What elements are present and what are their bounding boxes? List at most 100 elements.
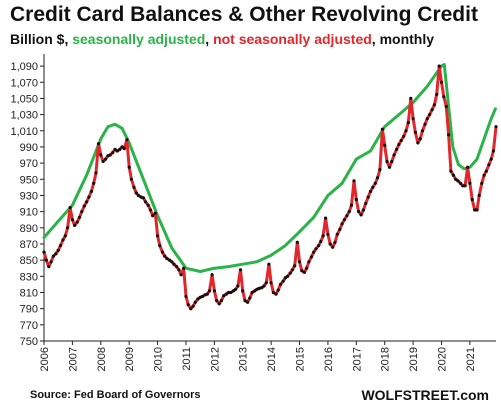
x-tick-label: 2018 (380, 347, 392, 371)
data-point-not-seasonally-adjusted (392, 153, 396, 157)
data-point-not-seasonally-adjusted (151, 214, 155, 218)
data-point-not-seasonally-adjusted (390, 159, 394, 164)
data-point-not-seasonally-adjusted (309, 255, 314, 259)
data-point-not-seasonally-adjusted (399, 138, 403, 143)
data-point-not-seasonally-adjusted (77, 215, 82, 219)
x-tick-label: 2011 (181, 347, 193, 371)
data-point-not-seasonally-adjusted (364, 201, 368, 206)
data-point-not-seasonally-adjusted (47, 265, 51, 269)
data-point-not-seasonally-adjusted (321, 234, 325, 238)
data-point-not-seasonally-adjusted (215, 299, 219, 303)
y-tick-label: 1,010 (10, 126, 38, 138)
data-point-not-seasonally-adjusted (104, 157, 108, 161)
data-point-not-seasonally-adjusted (127, 165, 131, 169)
data-point-not-seasonally-adjusted (402, 134, 406, 138)
data-point-not-seasonally-adjusted (136, 193, 141, 198)
data-point-not-seasonally-adjusted (489, 157, 493, 161)
data-point-not-seasonally-adjusted (134, 191, 138, 195)
data-point-not-seasonally-adjusted (447, 133, 451, 137)
data-point-not-seasonally-adjusted (349, 203, 354, 207)
brand-watermark: WOLFSTREET.com (361, 387, 489, 403)
data-point-not-seasonally-adjusted (352, 179, 356, 183)
data-point-not-seasonally-adjusted (295, 240, 299, 244)
data-point-not-seasonally-adjusted (61, 238, 65, 242)
data-point-not-seasonally-adjusted (366, 195, 370, 199)
data-point-not-seasonally-adjusted (122, 147, 126, 151)
data-point-not-seasonally-adjusted (347, 210, 351, 214)
data-point-not-seasonally-adjusted (148, 208, 153, 212)
data-point-not-seasonally-adjusted (380, 127, 384, 131)
data-point-not-seasonally-adjusted (160, 250, 164, 254)
data-point-not-seasonally-adjusted (158, 244, 162, 248)
data-point-not-seasonally-adjusted (271, 290, 275, 295)
data-point-not-seasonally-adjusted (101, 159, 105, 164)
data-point-not-seasonally-adjusted (89, 189, 93, 193)
data-point-not-seasonally-adjusted (66, 226, 70, 230)
data-point-not-seasonally-adjusted (125, 138, 129, 142)
data-point-not-seasonally-adjusted (371, 185, 375, 189)
data-point-not-seasonally-adjusted (491, 149, 495, 153)
data-point-not-seasonally-adjusted (144, 200, 148, 204)
data-point-not-seasonally-adjusted (96, 142, 101, 146)
data-point-not-seasonally-adjusted (361, 208, 365, 212)
data-point-not-seasonally-adjusted (257, 286, 261, 290)
data-point-not-seasonally-adjusted (184, 294, 188, 299)
data-point-not-seasonally-adjusted (99, 153, 103, 157)
data-point-not-seasonally-adjusted (420, 129, 425, 133)
data-point-not-seasonally-adjusted (312, 250, 316, 254)
data-point-not-seasonally-adjusted (324, 216, 328, 220)
data-point-not-seasonally-adjusted (267, 262, 271, 266)
data-point-not-seasonally-adjusted (207, 289, 212, 293)
data-point-not-seasonally-adjusted (118, 147, 122, 151)
data-point-not-seasonally-adjusted (406, 121, 410, 125)
data-point-not-seasonally-adjusted (376, 176, 380, 180)
data-point-not-seasonally-adjusted (253, 289, 257, 293)
data-point-not-seasonally-adjusted (333, 240, 337, 244)
data-point-not-seasonally-adjusted (250, 290, 254, 295)
y-tick-label: 810 (20, 287, 38, 299)
x-tick-label: 2012 (209, 347, 221, 371)
chart-title: Credit Card Balances & Other Revolving C… (10, 3, 478, 26)
data-point-not-seasonally-adjusted (290, 268, 294, 272)
data-point-not-seasonally-adjusted (335, 232, 339, 236)
data-point-not-seasonally-adjusted (357, 210, 361, 214)
data-point-not-seasonally-adjusted (286, 274, 290, 278)
source-note: Source: Fed Board of Governors (30, 389, 201, 401)
y-tick-label: 930 (20, 190, 38, 202)
data-point-not-seasonally-adjusted (141, 196, 145, 200)
data-point-not-seasonally-adjusted (196, 297, 200, 301)
data-point-not-seasonally-adjusted (129, 177, 133, 181)
data-point-not-seasonally-adjusted (475, 208, 479, 212)
data-point-not-seasonally-adjusted (413, 130, 417, 134)
data-point-not-seasonally-adjusted (432, 103, 436, 107)
data-point-not-seasonally-adjusted (234, 287, 238, 291)
data-point-not-seasonally-adjusted (87, 195, 91, 199)
data-point-not-seasonally-adjusted (345, 214, 349, 218)
data-point-not-seasonally-adjusted (44, 258, 48, 262)
data-point-not-seasonally-adjusted (68, 206, 72, 210)
y-tick-label: 1,030 (10, 110, 38, 122)
data-point-not-seasonally-adjusted (191, 304, 195, 308)
data-point-not-seasonally-adjusted (473, 208, 477, 212)
data-point-not-seasonally-adjusted (387, 165, 392, 169)
data-point-not-seasonally-adjusted (49, 260, 53, 264)
series-line-seasonally-adjusted (42, 63, 497, 273)
y-tick-label: 950 (20, 174, 38, 186)
x-tick-label: 2021 (465, 347, 477, 371)
data-point-not-seasonally-adjusted (54, 252, 58, 256)
data-point-not-seasonally-adjusted (317, 244, 321, 248)
data-point-not-seasonally-adjusted (243, 299, 247, 303)
data-point-not-seasonally-adjusted (430, 108, 434, 112)
data-point-not-seasonally-adjusted (212, 289, 216, 293)
data-point-not-seasonally-adjusted (442, 95, 446, 99)
data-point-not-seasonally-adjusted (411, 117, 415, 121)
data-point-not-seasonally-adjusted (156, 234, 160, 238)
data-point-not-seasonally-adjusted (482, 173, 486, 177)
data-point-not-seasonally-adjusted (278, 282, 283, 286)
y-tick-label: 790 (20, 304, 38, 316)
data-point-not-seasonally-adjusted (274, 292, 278, 296)
data-point-not-seasonally-adjusted (314, 247, 318, 251)
data-point-not-seasonally-adjusted (186, 303, 190, 307)
data-point-not-seasonally-adjusted (283, 276, 287, 280)
